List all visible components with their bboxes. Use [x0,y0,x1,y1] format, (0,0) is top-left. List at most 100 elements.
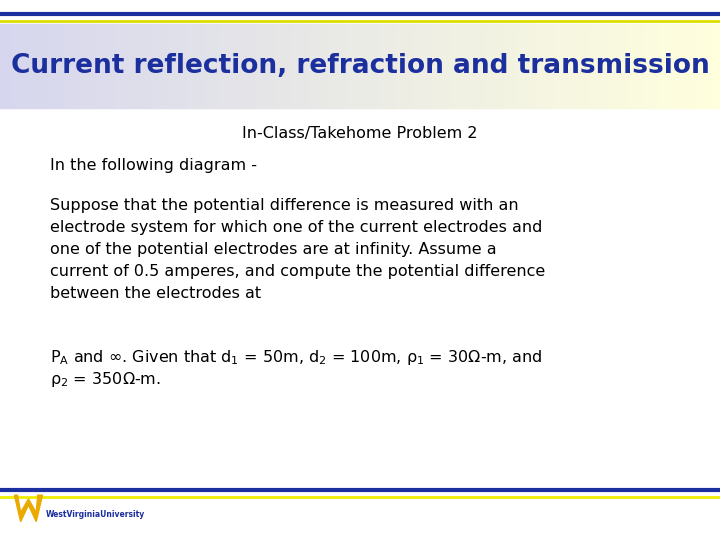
Bar [54,24,58,108]
Bar [292,24,296,108]
Bar [11,24,15,108]
Bar [529,24,534,108]
Bar [338,24,343,108]
Bar [155,24,159,108]
Bar [450,24,454,108]
Bar [403,24,408,108]
Bar [587,24,591,108]
Bar [673,24,678,108]
Bar [533,24,537,108]
Bar [353,24,357,108]
Bar [590,24,595,108]
Bar [270,24,274,108]
Bar [158,24,163,108]
Bar [648,24,652,108]
Bar [331,24,336,108]
Polygon shape [14,495,42,522]
Bar [187,24,192,108]
Bar [367,24,372,108]
Bar [191,24,195,108]
Bar [436,24,440,108]
Bar [47,24,51,108]
Bar [83,24,87,108]
Bar [223,24,228,108]
Bar [166,24,170,108]
Bar [198,24,202,108]
Bar [468,24,472,108]
Bar [295,24,300,108]
Bar [22,24,26,108]
Bar [554,24,559,108]
Bar [234,24,238,108]
Bar [112,24,116,108]
Bar [544,24,548,108]
Bar [281,24,285,108]
Bar [536,24,541,108]
Bar [659,24,663,108]
Bar [194,24,199,108]
Text: $\mathsf{P_A}$ and ∞. Given that $\mathsf{d_1}$ = 50m, $\mathsf{d_2}$ = 100m, $\: $\mathsf{P_A}$ and ∞. Given that $\maths… [50,348,542,367]
Bar [662,24,667,108]
Bar [259,24,264,108]
Bar [558,24,562,108]
Bar [302,24,307,108]
Bar [256,24,260,108]
Bar [655,24,660,108]
Text: In-Class/Takehome Problem 2: In-Class/Takehome Problem 2 [242,126,478,141]
Bar [443,24,447,108]
Bar [475,24,480,108]
Bar [313,24,318,108]
Text: $\mathsf{\rho_2}$ = 350Ω-m.: $\mathsf{\rho_2}$ = 350Ω-m. [50,370,161,389]
Bar [396,24,400,108]
Bar [328,24,332,108]
Bar [652,24,656,108]
Bar [29,24,33,108]
Bar [378,24,382,108]
Bar [630,24,634,108]
Bar [266,24,271,108]
Bar [464,24,469,108]
Bar [706,24,710,108]
Bar [72,24,76,108]
Bar [324,24,328,108]
Bar [425,24,429,108]
Bar [133,24,138,108]
Bar [18,24,22,108]
Bar [274,24,278,108]
Bar [716,24,720,108]
Bar [36,24,40,108]
Bar [713,24,717,108]
Bar [346,24,350,108]
Bar [58,24,62,108]
Bar [108,24,112,108]
Bar [565,24,570,108]
Bar [184,24,188,108]
Bar [508,24,512,108]
Bar [90,24,94,108]
Bar [371,24,375,108]
Bar [518,24,523,108]
Bar [144,24,148,108]
Bar [50,24,55,108]
Bar [684,24,688,108]
Bar [385,24,390,108]
Bar [666,24,670,108]
Bar [180,24,184,108]
Bar [32,24,37,108]
Bar [709,24,714,108]
Bar [202,24,206,108]
Bar [626,24,631,108]
Bar [238,24,242,108]
Bar [637,24,642,108]
Bar [126,24,130,108]
Bar [137,24,141,108]
Text: WestVirginiaUniversity: WestVirginiaUniversity [45,510,145,518]
Bar [691,24,696,108]
Bar [389,24,393,108]
Bar [461,24,465,108]
Bar [104,24,109,108]
Bar [472,24,476,108]
Bar [79,24,84,108]
Bar [382,24,386,108]
Bar [418,24,422,108]
